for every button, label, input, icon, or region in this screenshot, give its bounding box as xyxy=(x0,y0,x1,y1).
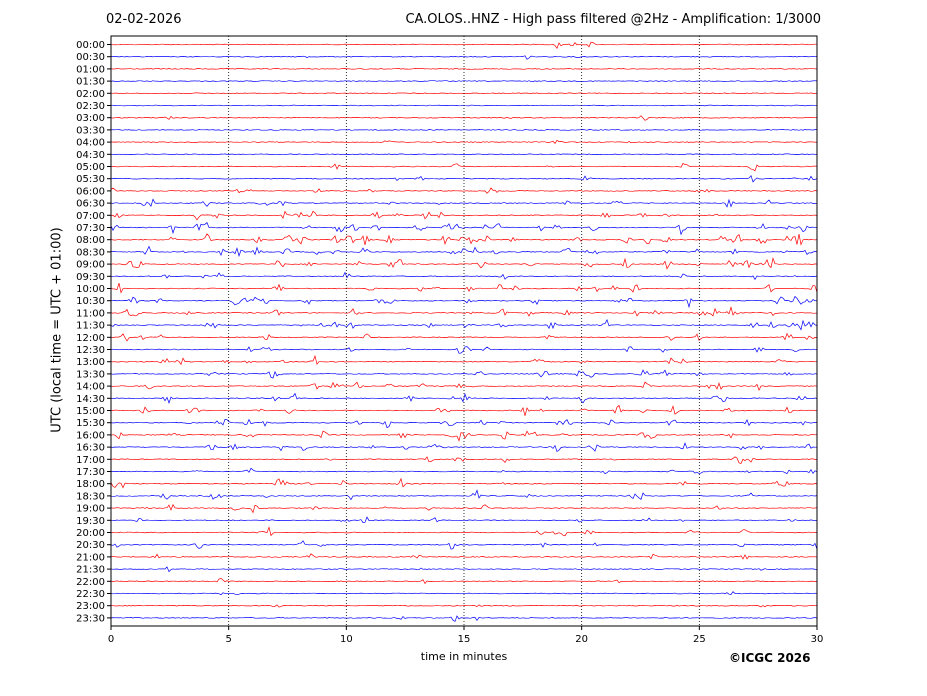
y-tick-label: 21:00 xyxy=(76,552,105,563)
x-axis-label: time in minutes xyxy=(420,650,508,663)
y-tick-label: 01:00 xyxy=(76,64,105,75)
x-tick-label: 5 xyxy=(225,634,231,645)
trace-1130 xyxy=(110,319,818,331)
trace-1500 xyxy=(110,404,818,416)
trace-1300 xyxy=(110,354,818,366)
y-tick-label: 12:30 xyxy=(76,345,105,356)
trace-0730 xyxy=(110,222,818,236)
y-tick-label: 07:30 xyxy=(76,223,105,234)
y-tick-label: 14:00 xyxy=(76,382,105,393)
trace-0630 xyxy=(110,198,818,208)
y-tick-label: 18:00 xyxy=(76,479,105,490)
chart-title: CA.OLOS..HNZ - High pass filtered @2Hz -… xyxy=(405,12,821,27)
y-tick-label: 23:00 xyxy=(76,601,105,612)
x-tick-layer: 0 5 10 15 20 25 30 xyxy=(108,626,824,645)
y-tick-label: 05:30 xyxy=(76,174,105,185)
y-tick-label: 04:30 xyxy=(76,150,105,161)
y-tick-label: 17:00 xyxy=(76,455,105,466)
y-tick-label: 16:00 xyxy=(76,430,105,441)
trace-0830 xyxy=(110,245,818,258)
y-tick-label: 11:00 xyxy=(76,308,105,319)
trace-1900 xyxy=(110,503,818,514)
y-tick-label: 08:00 xyxy=(76,235,105,246)
trace-2130 xyxy=(110,566,818,573)
y-tick-label: 06:00 xyxy=(76,186,105,197)
y-tick-label: 11:30 xyxy=(76,321,105,332)
y-tick-label: 13:30 xyxy=(76,369,105,380)
y-tick-label: 12:00 xyxy=(76,333,105,344)
y-tick-label: 15:30 xyxy=(76,418,105,429)
trace-0800 xyxy=(110,233,818,246)
trace-0430 xyxy=(110,153,818,156)
y-tick-label: 03:00 xyxy=(76,113,105,124)
trace-1600 xyxy=(110,430,818,442)
trace-1530 xyxy=(110,418,817,429)
y-tick-label: 09:00 xyxy=(76,260,105,271)
y-tick-label: 22:00 xyxy=(76,577,105,588)
trace-1100 xyxy=(110,306,818,317)
y-tick-label: 08:30 xyxy=(76,247,105,258)
y-tick-label: 00:00 xyxy=(76,40,105,51)
y-tick-label: 21:30 xyxy=(76,565,105,576)
trace-1400 xyxy=(110,381,818,391)
trace-1030 xyxy=(110,295,818,309)
trace-0100 xyxy=(110,68,818,70)
y-tick-label: 16:30 xyxy=(76,443,105,454)
y-tick-label: 19:30 xyxy=(76,516,105,527)
y-tick-label: 05:00 xyxy=(76,162,105,173)
trace-1230 xyxy=(110,346,818,354)
trace-1930 xyxy=(111,516,818,523)
y-tick-label: 14:30 xyxy=(76,394,105,405)
y-tick-label: 02:00 xyxy=(76,89,105,100)
x-tick-label: 20 xyxy=(575,634,588,645)
trace-1200 xyxy=(110,332,818,342)
trace-2100 xyxy=(110,553,818,560)
y-tick-label: 07:00 xyxy=(76,211,105,222)
trace-2300 xyxy=(110,604,818,608)
y-tick-label: 09:30 xyxy=(76,272,105,283)
y-tick-label: 00:30 xyxy=(76,52,105,63)
x-tick-label: 25 xyxy=(693,634,706,645)
y-tick-label: 02:30 xyxy=(76,101,105,112)
x-tick-label: 15 xyxy=(458,634,471,645)
x-tick-label: 30 xyxy=(811,634,824,645)
trace-1430 xyxy=(110,392,818,404)
x-tick-label: 0 xyxy=(108,634,114,645)
plot-frame xyxy=(110,35,818,627)
trace-0700 xyxy=(110,210,818,221)
chart-date: 02-02-2026 xyxy=(106,12,182,27)
y-tick-label: 10:30 xyxy=(76,296,105,307)
y-tick-label: 20:00 xyxy=(76,528,105,539)
trace-0500 xyxy=(110,162,818,172)
trace-2200 xyxy=(110,578,817,585)
trace-2030 xyxy=(110,540,818,550)
y-tick-label: 01:30 xyxy=(76,77,105,88)
y-tick-label: 18:30 xyxy=(76,491,105,502)
copyright-notice: ©ICGC 2026 xyxy=(729,651,811,665)
y-tick-label: 10:00 xyxy=(76,284,105,295)
y-tick-label: 22:30 xyxy=(76,589,105,600)
y-tick-label: 13:00 xyxy=(76,357,105,368)
y-tick-label: 03:30 xyxy=(76,125,105,136)
trace-1800 xyxy=(110,477,818,489)
x-tick-label: 10 xyxy=(340,634,353,645)
trace-0400 xyxy=(110,139,818,144)
y-tick-label: 06:30 xyxy=(76,199,105,210)
y-tick-label: 17:30 xyxy=(76,467,105,478)
y-tick-label: 20:30 xyxy=(76,540,105,551)
trace-0900 xyxy=(110,257,818,270)
y-tick-label: 15:00 xyxy=(76,406,105,417)
trace-2230 xyxy=(110,591,818,596)
y-tick-label: 19:00 xyxy=(76,504,105,515)
y-tick-label: 23:30 xyxy=(76,613,105,624)
trace-0530 xyxy=(110,174,818,183)
grid-layer xyxy=(228,36,700,626)
y-tick-label: 04:00 xyxy=(76,138,105,149)
trace-0000 xyxy=(110,41,817,50)
trace-1330 xyxy=(110,369,818,379)
